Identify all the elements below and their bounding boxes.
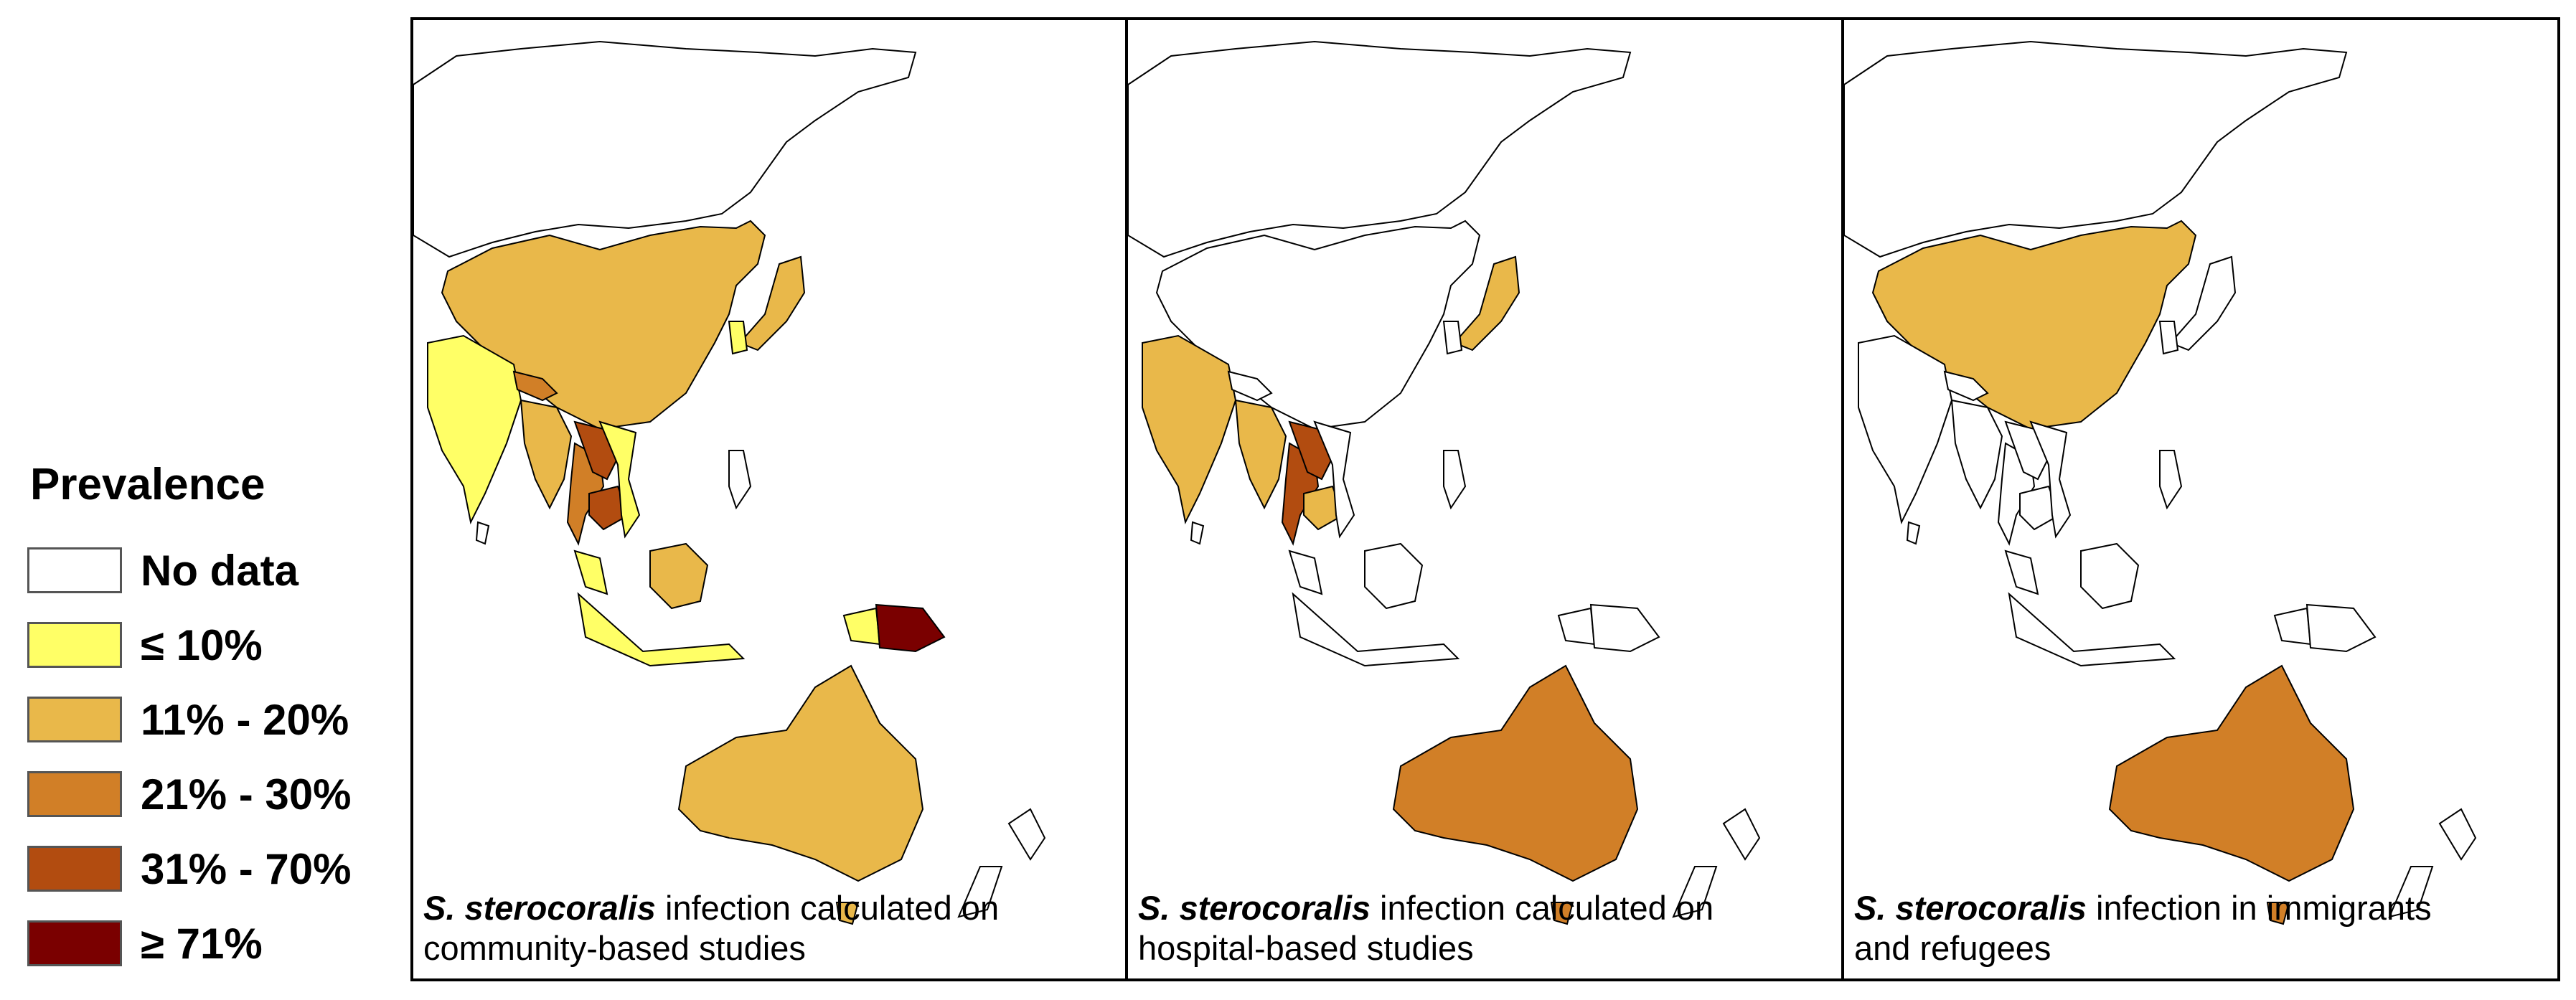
country-india [427, 334, 522, 525]
country-nepal [1943, 370, 1989, 402]
landmass-outline [1672, 866, 1718, 918]
landmass-outline [957, 866, 1003, 918]
legend-swatch [27, 846, 122, 892]
country-myanmar [1234, 399, 1287, 510]
landmass-outline [1722, 808, 1761, 861]
country-tasmania [2266, 902, 2290, 925]
landmass-outline [1844, 40, 2348, 258]
country-india [1142, 334, 1237, 525]
country-japan [2169, 255, 2237, 352]
country-malaysia [573, 549, 608, 595]
country-vietnam [1313, 420, 1355, 539]
country-png [875, 603, 946, 653]
map-panel-hospital: S. sterocoralis infection calculated on … [1125, 17, 1844, 981]
country-australia [1392, 664, 1639, 882]
country-indonesia [2008, 592, 2176, 667]
country-png [1589, 603, 1660, 653]
legend-label: ≥ 71% [141, 919, 263, 968]
country-cambodia [2019, 485, 2061, 531]
landmass-outline [1443, 450, 1467, 510]
country-india [1858, 334, 1953, 525]
landmass-outline [413, 40, 917, 258]
country-vietnam [2029, 420, 2072, 539]
map-caption: S. sterocoralis infection calculated on … [1138, 888, 1714, 968]
country-indonesia [1292, 592, 1460, 667]
legend-item-31-70: 31% - 70% [27, 844, 352, 894]
caption-species: S. sterocoralis [1854, 889, 2087, 927]
asia-pacific-map [1128, 40, 1761, 925]
country-myanmar [520, 399, 573, 510]
caption-line2: community-based studies [423, 929, 806, 967]
landmass-outline [475, 521, 490, 545]
legend-swatch [27, 622, 122, 668]
country-png [2305, 603, 2377, 653]
country-borneo [1364, 542, 1424, 610]
caption-line2: hospital-based studies [1138, 929, 1474, 967]
legend-title: Prevalence [30, 460, 265, 509]
landmass-outline [1906, 521, 1921, 545]
legend-swatch [27, 771, 122, 817]
legend-item-no-data: No data [27, 545, 299, 595]
caption-line1: infection in immigrants [2096, 889, 2432, 927]
legend-swatch [27, 697, 122, 742]
legend-label: 11% - 20% [141, 695, 349, 744]
country-nepal [512, 370, 558, 402]
asia-pacific-map [1844, 40, 2477, 925]
country-papua [1557, 607, 1596, 646]
caption-line1: infection calculated on [665, 889, 1000, 927]
caption-species: S. sterocoralis [423, 889, 656, 927]
country-australia [2108, 664, 2355, 882]
landmass-outline [1007, 808, 1046, 861]
landmass-outline [2438, 808, 2477, 861]
landmass-outline [2159, 450, 2183, 510]
legend-swatch [27, 920, 122, 966]
map-caption: S. sterocoralis infection calculated on … [423, 888, 999, 968]
country-papua [2273, 607, 2312, 646]
country-myanmar [1950, 399, 2003, 510]
landmass-outline [1190, 521, 1205, 545]
country-malaysia [1288, 549, 1323, 595]
map-panel-community: S. sterocoralis infection calculated on … [410, 17, 1128, 981]
map-caption: S. sterocoralis infection in immigrants … [1854, 888, 2432, 968]
map-panel-immigrants: S. sterocoralis infection in immigrants … [1841, 17, 2560, 981]
caption-line1: infection calculated on [1380, 889, 1714, 927]
country-cambodia [588, 485, 630, 531]
legend-item-le-10: ≤ 10% [27, 620, 263, 670]
legend-label: 31% - 70% [141, 844, 352, 893]
country-borneo [2080, 542, 2140, 610]
country-tasmania [835, 902, 860, 925]
caption-species: S. sterocoralis [1138, 889, 1371, 927]
country-indonesia [577, 592, 746, 667]
country-korea [1442, 321, 1463, 355]
country-japan [1453, 255, 1520, 352]
legend-label: No data [141, 546, 299, 595]
country-cambodia [1303, 485, 1345, 531]
country-tasmania [1550, 902, 1574, 925]
landmass-outline [2388, 866, 2434, 918]
country-borneo [649, 542, 709, 610]
country-korea [728, 321, 748, 355]
legend-item-ge-71: ≥ 71% [27, 918, 263, 968]
country-japan [738, 255, 806, 352]
landmass-outline [1128, 40, 1632, 258]
legend-label: ≤ 10% [141, 621, 263, 669]
country-papua [842, 607, 881, 646]
landmass-outline [728, 450, 752, 510]
legend-label: 21% - 30% [141, 770, 352, 819]
legend-swatch [27, 547, 122, 593]
country-australia [677, 664, 924, 882]
legend-item-11-20: 11% - 20% [27, 694, 349, 745]
country-korea [2158, 321, 2179, 355]
country-nepal [1227, 370, 1273, 402]
caption-line2: and refugees [1854, 929, 2051, 967]
legend-item-21-30: 21% - 30% [27, 769, 352, 819]
country-malaysia [2004, 549, 2039, 595]
country-vietnam [598, 420, 641, 539]
asia-pacific-map [413, 40, 1046, 925]
